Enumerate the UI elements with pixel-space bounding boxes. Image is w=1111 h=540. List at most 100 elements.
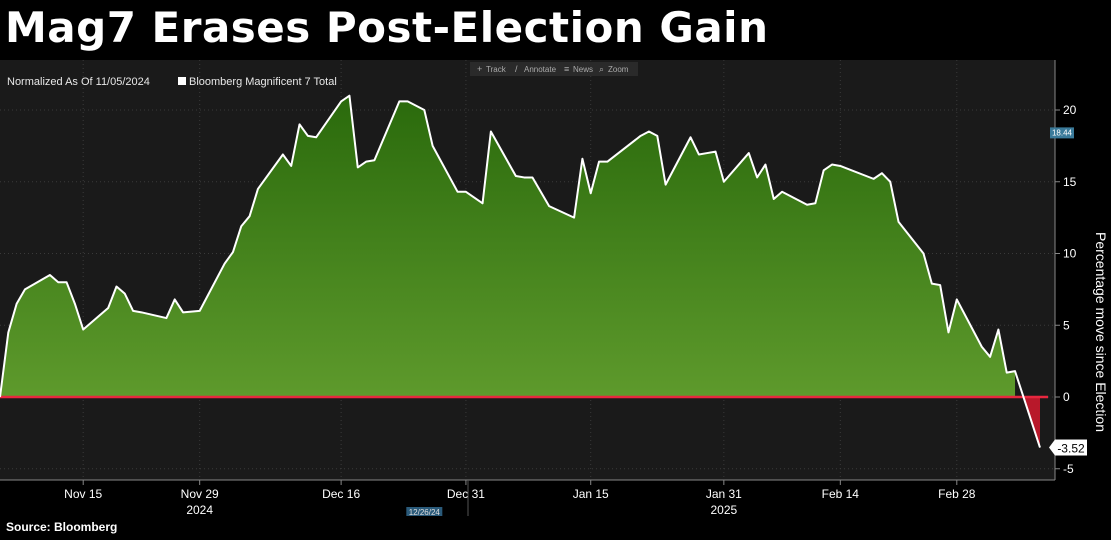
data-point bbox=[199, 310, 201, 312]
x-tick-label: Jan 31 bbox=[706, 487, 742, 501]
x-tick-label: Feb 14 bbox=[822, 487, 860, 501]
current-value-box bbox=[1055, 439, 1087, 456]
data-point bbox=[923, 253, 925, 255]
legend-swatch bbox=[178, 77, 186, 85]
data-point bbox=[166, 317, 168, 319]
chart-toolbar: + Track / Annotate ≡ News ⌕ Zoom bbox=[470, 62, 638, 76]
data-point bbox=[132, 310, 134, 312]
data-point bbox=[607, 161, 609, 163]
y-tick-label: 10 bbox=[1063, 247, 1077, 261]
data-point bbox=[141, 312, 143, 314]
data-point bbox=[24, 289, 26, 291]
data-point bbox=[82, 329, 84, 331]
data-point bbox=[756, 177, 758, 179]
data-point bbox=[823, 169, 825, 171]
data-point bbox=[282, 154, 284, 156]
data-point bbox=[989, 356, 991, 358]
area-fill-positive bbox=[0, 95, 1016, 398]
cursor-date-box bbox=[406, 507, 443, 516]
data-point bbox=[873, 178, 875, 180]
data-point bbox=[723, 181, 725, 183]
data-point bbox=[598, 161, 600, 163]
data-point bbox=[307, 135, 309, 137]
y-tick-label: 0 bbox=[1063, 390, 1070, 404]
data-point bbox=[124, 293, 126, 295]
toolbar-news-button[interactable]: ≡ News bbox=[564, 64, 593, 74]
y-tick-label: 5 bbox=[1063, 318, 1070, 332]
x-tick-label: Dec 16 bbox=[322, 487, 360, 501]
current-value-label: -3.52 bbox=[1057, 442, 1085, 456]
y-tick-label: 15 bbox=[1063, 175, 1077, 189]
news-icon: ≡ bbox=[564, 64, 569, 74]
data-point bbox=[889, 181, 891, 183]
data-point bbox=[706, 152, 708, 154]
data-point bbox=[57, 281, 59, 283]
data-point bbox=[806, 204, 808, 206]
toolbar-background bbox=[470, 62, 638, 76]
toolbar-annotate-button[interactable]: / Annotate bbox=[515, 64, 557, 74]
data-point bbox=[224, 263, 226, 265]
cursor-date-label: 12/26/24 bbox=[409, 508, 441, 516]
data-point bbox=[1006, 372, 1008, 374]
data-point bbox=[349, 95, 351, 97]
data-point bbox=[939, 284, 941, 286]
series-line bbox=[0, 94, 1041, 448]
data-point bbox=[1014, 370, 1016, 372]
y-axis: -5 0 5 10 15 20 18.44 -3.52 bbox=[1049, 60, 1087, 480]
data-point bbox=[548, 205, 550, 207]
data-point bbox=[931, 283, 933, 285]
y-tick-label: -5 bbox=[1063, 462, 1074, 476]
headline-bar: Mag7 Erases Post-Election Gain bbox=[0, 0, 1111, 60]
data-point bbox=[74, 303, 76, 305]
data-point bbox=[532, 177, 534, 179]
track-icon: + bbox=[477, 64, 482, 74]
last-value-tag-box bbox=[1050, 127, 1074, 139]
footer-bar: Source: Bloomberg bbox=[0, 516, 1111, 540]
x-tick-label: Feb 28 bbox=[938, 487, 976, 501]
data-point bbox=[665, 184, 667, 186]
x-tick-label: Jan 15 bbox=[573, 487, 609, 501]
data-point bbox=[290, 165, 292, 167]
data-point bbox=[490, 131, 492, 133]
data-point bbox=[656, 135, 658, 137]
data-point bbox=[648, 131, 650, 133]
data-point bbox=[457, 191, 459, 193]
data-point bbox=[815, 202, 817, 204]
data-point bbox=[956, 299, 958, 301]
data-point bbox=[249, 215, 251, 217]
data-point bbox=[573, 217, 575, 219]
x-axis: Nov 15 Nov 29 Dec 16 Dec 31 Jan 15 Jan 31 Feb … bbox=[0, 479, 1055, 516]
data-point bbox=[374, 159, 376, 161]
data-point bbox=[698, 154, 700, 156]
data-point bbox=[998, 329, 1000, 331]
toolbar-track-button[interactable]: + Track bbox=[477, 64, 507, 74]
last-value-tag: 18.44 bbox=[1052, 128, 1073, 137]
data-point bbox=[465, 191, 467, 193]
chart-header: Normalized As Of 11/05/2024 Bloomberg Ma… bbox=[7, 76, 337, 88]
data-point bbox=[49, 274, 51, 276]
data-point bbox=[590, 192, 592, 194]
data-point bbox=[407, 101, 409, 103]
data-point bbox=[365, 161, 367, 163]
data-point bbox=[240, 225, 242, 227]
data-point bbox=[690, 136, 692, 138]
data-point bbox=[315, 136, 317, 138]
current-value-pointer bbox=[1049, 439, 1055, 456]
chart-subtitle: Normalized As Of 11/05/2024 bbox=[7, 76, 150, 88]
legend-series-name: Bloomberg Magnificent 7 Total bbox=[189, 76, 337, 88]
data-point bbox=[257, 188, 259, 190]
data-point bbox=[715, 151, 717, 153]
source-note: Source: Bloomberg bbox=[6, 520, 118, 534]
headline-title: Mag7 Erases Post-Election Gain bbox=[5, 3, 769, 52]
annotate-icon: / bbox=[515, 64, 518, 74]
data-point bbox=[299, 124, 301, 126]
year-label: 2025 bbox=[710, 503, 737, 516]
toolbar-button-label: Track bbox=[486, 65, 507, 74]
data-point bbox=[432, 145, 434, 147]
toolbar-zoom-button[interactable]: ⌕ Zoom bbox=[599, 64, 629, 74]
x-tick-label: Nov 29 bbox=[181, 487, 219, 501]
data-point bbox=[174, 299, 176, 301]
year-label: 2024 bbox=[186, 503, 213, 516]
data-point bbox=[582, 158, 584, 160]
data-point bbox=[523, 177, 525, 179]
